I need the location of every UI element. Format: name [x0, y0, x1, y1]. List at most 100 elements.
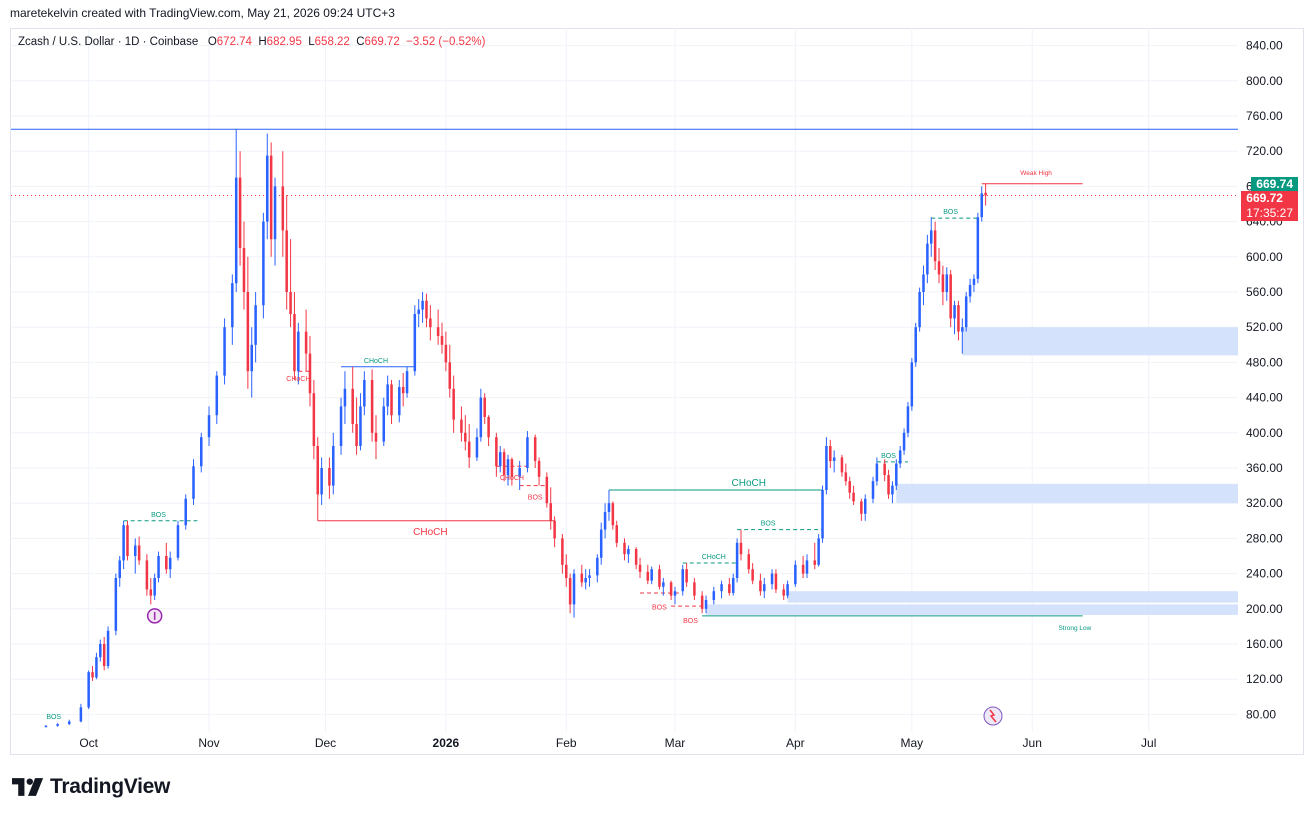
- candle-body: [887, 475, 890, 495]
- y-tick-label: 480.00: [1246, 355, 1283, 369]
- candle-body: [102, 644, 106, 666]
- candle-body: [817, 538, 820, 565]
- candle-body: [786, 584, 789, 596]
- candle-body: [153, 578, 156, 596]
- chart-credit: maretekelvin created with TradingView.co…: [10, 6, 395, 20]
- candle-body: [937, 261, 941, 275]
- y-tick-label: 360.00: [1246, 461, 1283, 475]
- candle-body: [67, 721, 71, 725]
- candle-body: [895, 463, 898, 486]
- candle-body: [805, 560, 809, 574]
- candle-body: [545, 476, 549, 504]
- demand-zone: [787, 591, 1238, 603]
- level-label: Weak High: [1020, 170, 1052, 177]
- candle-body: [763, 584, 766, 592]
- symbol-name[interactable]: Zcash / U.S. Dollar · 1D · Coinbase: [18, 36, 199, 48]
- candle-body: [460, 419, 463, 433]
- candle-body: [502, 452, 506, 476]
- symbol-legend[interactable]: Zcash / U.S. Dollar · 1D · Coinbase O672…: [18, 36, 485, 48]
- candle-body: [902, 432, 906, 451]
- candle-body: [355, 424, 358, 446]
- candle-body: [933, 230, 937, 262]
- candle-body: [693, 582, 696, 596]
- candle-body: [56, 724, 59, 726]
- zones: [706, 327, 1238, 615]
- y-tick-label: 160.00: [1246, 637, 1283, 651]
- candle-body: [561, 538, 564, 565]
- tradingview-wordmark: TradingView: [50, 775, 171, 798]
- candle-body: [223, 327, 226, 376]
- candle-body: [863, 498, 867, 514]
- candle-body: [363, 380, 366, 407]
- bos-label: BOS: [943, 209, 958, 216]
- candle-body: [359, 406, 362, 446]
- candle-body: [269, 155, 273, 240]
- x-tick-label: Apr: [786, 736, 805, 750]
- demand-zone: [962, 327, 1238, 356]
- candle-body: [669, 582, 673, 596]
- candle-body: [926, 243, 929, 275]
- candle-body: [266, 155, 269, 222]
- tradingview-logo[interactable]: TradingView: [12, 775, 170, 799]
- candle-body: [875, 463, 879, 482]
- bar-countdown: 17:35:27: [1246, 206, 1293, 221]
- candle-body: [662, 582, 665, 587]
- candle-body: [238, 177, 242, 248]
- candle-body: [122, 525, 125, 561]
- candle-body: [444, 344, 448, 363]
- x-tick-label: Jul: [1141, 736, 1156, 750]
- candle-body: [254, 305, 257, 345]
- candle-body: [801, 564, 805, 574]
- candle-body: [794, 564, 797, 585]
- candle-body: [293, 314, 296, 372]
- choch-label: CHoCH: [413, 527, 447, 538]
- candle-body: [646, 571, 650, 581]
- candle-body: [149, 589, 153, 596]
- candle-body: [483, 397, 486, 417]
- candle-body: [332, 446, 335, 486]
- candle-body: [297, 331, 300, 372]
- candle-body: [464, 432, 467, 442]
- candle-body: [860, 501, 863, 514]
- x-tick-label: Nov: [198, 736, 219, 750]
- candle-body: [417, 309, 420, 314]
- candle-body: [623, 542, 626, 555]
- candle-body: [735, 542, 739, 578]
- candle-body: [215, 375, 219, 416]
- candle-body: [533, 437, 537, 461]
- demand-zone: [706, 604, 1238, 615]
- candle-body: [99, 644, 102, 658]
- candle-body: [700, 595, 704, 609]
- candle-body: [929, 230, 933, 244]
- choch-label: CHoCH: [286, 376, 310, 383]
- y-tick-label: 520.00: [1246, 320, 1283, 334]
- open-label: O: [207, 36, 217, 48]
- y-tick-label: 120.00: [1246, 672, 1283, 686]
- candle-body: [285, 230, 288, 292]
- chart-panel[interactable]: [10, 28, 1304, 755]
- y-tick-label: 80.00: [1246, 707, 1276, 721]
- candle-body: [95, 657, 98, 678]
- y-tick-label: 800.00: [1246, 74, 1283, 88]
- candle-body: [984, 192, 987, 196]
- x-tick-label: Feb: [556, 736, 577, 750]
- choch-label: CHoCH: [500, 475, 524, 482]
- bos-label: BOS: [881, 453, 896, 460]
- high-label: H: [258, 36, 267, 48]
- x-tick-label: Jun: [1023, 736, 1042, 750]
- structure-lines: [11, 128, 1238, 617]
- candle-body: [976, 217, 980, 279]
- candle-body: [945, 274, 949, 292]
- candle-body: [658, 569, 661, 587]
- candle-body: [759, 580, 762, 592]
- candle-body: [405, 371, 409, 394]
- sparkle-bolt: [989, 709, 997, 723]
- candle-body: [537, 460, 541, 477]
- candle-body: [118, 560, 121, 578]
- candle-body: [448, 362, 452, 389]
- candle-body: [731, 578, 735, 593]
- candle-body: [526, 437, 529, 468]
- candle-body: [518, 468, 521, 477]
- candle-body: [607, 503, 611, 512]
